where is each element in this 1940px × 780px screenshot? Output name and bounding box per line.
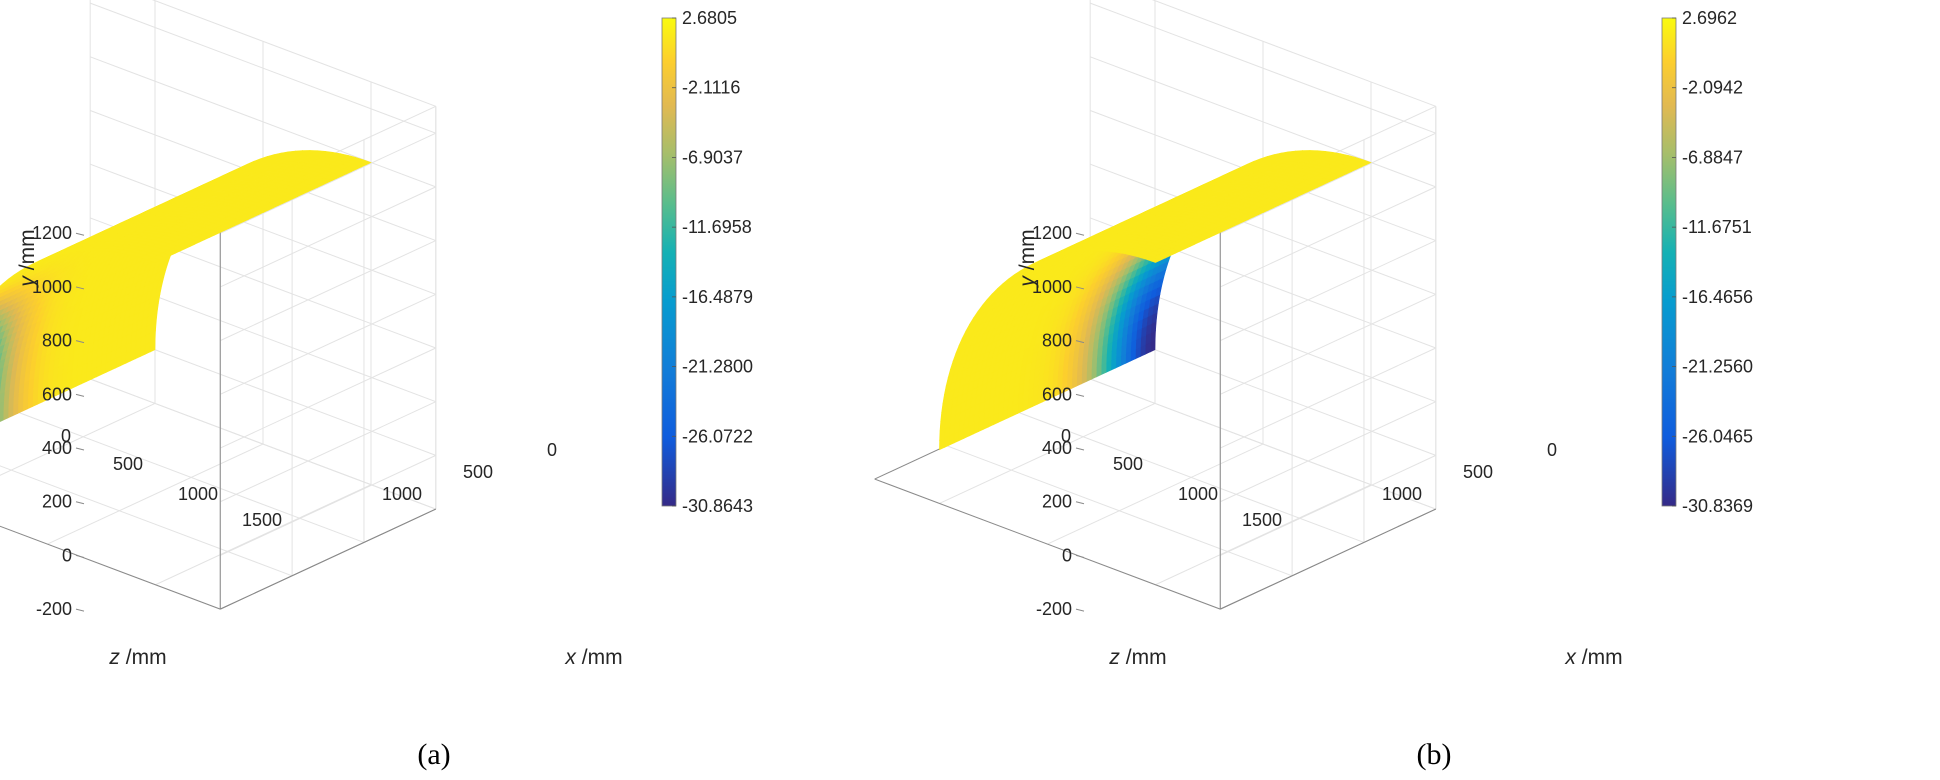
z-axis-label: z /mm (108, 646, 166, 669)
z-tick-label: 1000 (178, 484, 218, 504)
y-tick-label: 600 (1042, 384, 1072, 404)
y-tick-label: 0 (62, 545, 72, 565)
surface-patch (0, 307, 5, 316)
y-tick-label: -200 (36, 599, 72, 619)
x-tick-label: 500 (1463, 462, 1493, 482)
y-tick-label: 1000 (1032, 277, 1072, 297)
x-tick-label: 500 (463, 462, 493, 482)
x-tick-label: 0 (1547, 440, 1557, 460)
z-tick-label: 0 (1061, 426, 1071, 446)
axes-grid (0, 0, 437, 610)
colorbar-tick-label: -26.0465 (1682, 426, 1753, 446)
surface-patch (0, 329, 6, 340)
surface-patch (0, 375, 3, 386)
surface-patch (1146, 257, 1162, 263)
y-tick-label: 800 (42, 331, 72, 351)
panel-a: 1200 1000 800 600 400 200 0 -200 0 500 1000 1500 100… (0, 0, 753, 771)
y-tick-mark (75, 286, 85, 290)
colorbar-tick-label: -21.2800 (682, 357, 753, 377)
surface-patch (0, 351, 3, 362)
y-tick-label: 200 (1042, 492, 1072, 512)
y-tick-label: -200 (1036, 599, 1072, 619)
y-tick-label: 1000 (32, 277, 72, 297)
y-tick-mark (75, 447, 85, 451)
surface-plot (0, 150, 372, 422)
colorbar-tick-label: -16.4879 (682, 287, 753, 307)
y-tick-label: 1200 (32, 223, 72, 243)
colorbar-tick-label: -2.1116 (682, 78, 740, 98)
z-axis-label: z /mm (1108, 646, 1166, 669)
y-tick-mark (75, 340, 85, 344)
z-tick-label: 0 (61, 426, 71, 446)
colorbar-tick-label: -16.4656 (1682, 287, 1753, 307)
y-tick-label: 600 (42, 384, 72, 404)
surface-patch (0, 366, 4, 378)
colorbar-tick-label: -26.0722 (682, 426, 753, 446)
tick-labels: 1200 1000 800 600 400 200 0 -200 0 500 1000 1500 100… (1032, 223, 1557, 619)
x-tick-label: 0 (547, 440, 557, 460)
y-tick-label: 1200 (1032, 223, 1072, 243)
colorbar-tick-label: -11.6958 (682, 217, 752, 237)
surface-patch (0, 400, 5, 413)
colorbar-tick-label: -6.9037 (682, 147, 743, 167)
colorbar-tick-label: 2.6962 (1682, 8, 1737, 28)
colorbar-tick-label: -30.8643 (682, 496, 753, 516)
surface-patch (146, 257, 162, 263)
colorbar-tick-label: -11.6751 (1682, 217, 1752, 237)
surface-patch (0, 343, 5, 354)
surface-patch (0, 324, 4, 334)
z-tick-label: 500 (113, 454, 143, 474)
y-tick-mark (1075, 608, 1085, 612)
y-tick-label: 0 (1062, 545, 1072, 565)
colorbar-tick-label: -21.2560 (1682, 357, 1753, 377)
z-tick-label: 1500 (1242, 510, 1282, 530)
y-tick-mark (1075, 554, 1085, 558)
y-tick-mark (75, 232, 85, 236)
x-axis-label: x /mm (564, 646, 622, 669)
x-axis-label: x /mm (1564, 646, 1622, 669)
colorbar-tick-label: 2.6805 (682, 8, 737, 28)
z-tick-label: 1000 (1178, 484, 1218, 504)
colorbar-tick-label: -2.0942 (1682, 78, 1743, 98)
y-tick-mark (75, 608, 85, 612)
y-tick-mark (1075, 286, 1085, 290)
y-tick-mark (1075, 393, 1085, 397)
surface-patch (0, 410, 4, 422)
surface-patch (0, 286, 3, 290)
y-axis-label: y /mm (1016, 229, 1039, 288)
surface-patch (0, 292, 3, 296)
y-tick-mark (1075, 447, 1085, 451)
y-tick-mark (1075, 501, 1085, 505)
tick-labels: 1200 1000 800 600 400 200 0 -200 0 500 1000 1500 100… (32, 223, 557, 619)
x-tick-label: 1000 (1382, 484, 1422, 504)
y-tick-label: 400 (1042, 438, 1072, 458)
panel-b: 1200 1000 800 600 400 200 0 -200 0 500 1000 1500 100… (874, 0, 1753, 771)
panel-caption: (a) (417, 738, 450, 771)
y-axis-label: y /mm (16, 229, 39, 288)
y-tick-mark (75, 393, 85, 397)
colorbar-gradient (661, 17, 677, 507)
surface-plot (939, 150, 1372, 451)
surface-patch (0, 391, 5, 404)
colorbar-tick-label: -6.8847 (1682, 147, 1743, 167)
colorbar: 2.6805 -2.1116 -6.9037 -11.6958 -16.4879 -21.… (661, 8, 753, 516)
surface-patch (0, 295, 3, 300)
axes-grid (874, 0, 1437, 610)
y-tick-mark (75, 501, 85, 505)
y-tick-mark (1075, 340, 1085, 344)
z-tick-label: 1500 (242, 510, 282, 530)
x-tick-label: 1000 (382, 484, 422, 504)
colorbar-tick-label: -30.8369 (1682, 496, 1753, 516)
y-tick-label: 200 (42, 492, 72, 512)
y-tick-label: 400 (42, 438, 72, 458)
y-tick-mark (75, 554, 85, 558)
panel-caption: (b) (1417, 738, 1452, 771)
z-tick-label: 500 (1113, 454, 1143, 474)
surface-patch (0, 337, 3, 346)
colorbar-gradient (1661, 17, 1677, 507)
y-tick-mark (1075, 232, 1085, 236)
y-tick-label: 800 (1042, 331, 1072, 351)
colorbar: 2.6962 -2.0942 -6.8847 -11.6751 -16.4656 -21.… (1661, 8, 1753, 516)
